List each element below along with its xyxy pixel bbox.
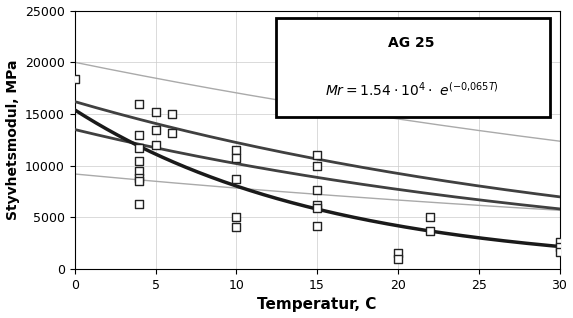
Point (312, 163, 321, 168)
Text: $Mr = 1.54 \cdot 10^4 \cdot\ e^{(-0{,}065T)}$: $Mr = 1.54 \cdot 10^4 \cdot\ e^{(-0{,}06… (325, 80, 499, 98)
Point (167, 111, 176, 116)
Point (151, 109, 160, 114)
Point (135, 179, 144, 184)
Point (135, 158, 144, 163)
Point (312, 203, 321, 208)
Point (135, 201, 144, 206)
Point (312, 153, 321, 158)
Point (135, 101, 144, 106)
Point (231, 148, 241, 153)
Point (393, 256, 402, 261)
FancyBboxPatch shape (276, 18, 550, 117)
Point (312, 206, 321, 211)
X-axis label: Temperatur, C: Temperatur, C (257, 297, 377, 313)
Point (135, 146, 144, 151)
Point (151, 127, 160, 132)
Point (555, 249, 564, 254)
Point (135, 168, 144, 173)
Y-axis label: Styvhetsmodul, MPa: Styvhetsmodul, MPa (6, 59, 19, 220)
Point (135, 132, 144, 137)
Point (312, 187, 321, 192)
Point (426, 215, 435, 220)
Point (231, 156, 241, 161)
Point (135, 176, 144, 181)
Text: AG 25: AG 25 (388, 37, 435, 51)
Point (231, 224, 241, 229)
Point (151, 142, 160, 148)
Point (231, 215, 241, 220)
Point (70, 76, 79, 81)
Point (167, 130, 176, 135)
Point (555, 240, 564, 245)
Point (426, 228, 435, 233)
Point (393, 250, 402, 255)
Point (555, 245, 564, 250)
Point (312, 223, 321, 228)
Point (231, 176, 241, 182)
